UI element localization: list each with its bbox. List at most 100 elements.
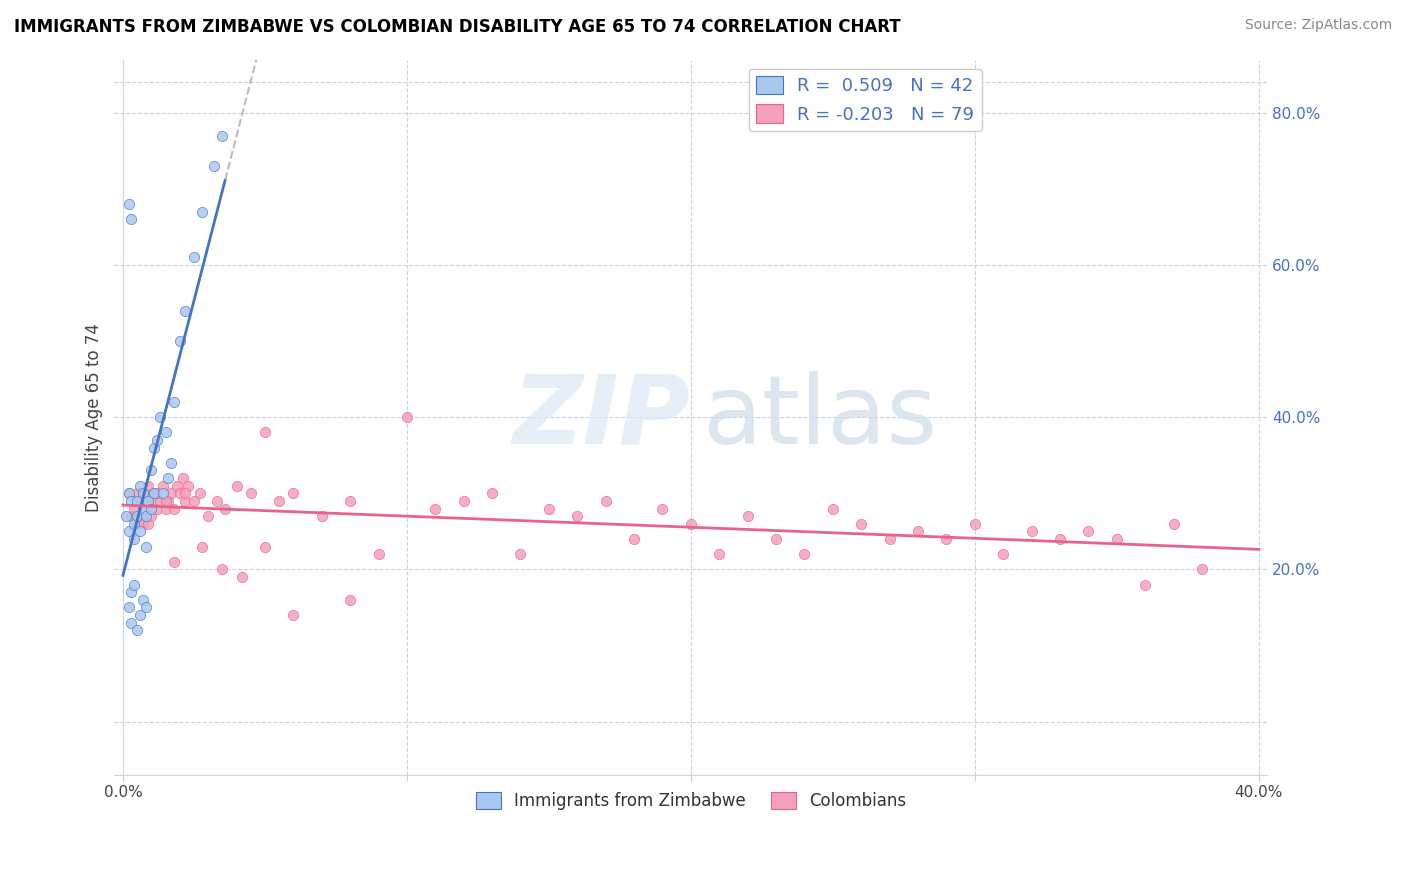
Point xyxy=(132,509,155,524)
Point xyxy=(935,532,957,546)
Point xyxy=(127,494,149,508)
Point xyxy=(225,478,247,492)
Point xyxy=(339,494,361,508)
Point xyxy=(127,509,149,524)
Point xyxy=(509,547,531,561)
Y-axis label: Disability Age 65 to 74: Disability Age 65 to 74 xyxy=(86,323,103,512)
Point xyxy=(1191,562,1213,576)
Point xyxy=(132,486,155,500)
Point xyxy=(1077,524,1099,539)
Point xyxy=(132,486,155,500)
Point xyxy=(205,494,228,508)
Point xyxy=(120,212,142,227)
Point xyxy=(623,532,645,546)
Point xyxy=(155,425,177,440)
Point xyxy=(231,570,253,584)
Point xyxy=(214,501,236,516)
Point xyxy=(851,516,873,531)
Point xyxy=(651,501,673,516)
Point xyxy=(211,562,233,576)
Point xyxy=(211,128,233,143)
Point xyxy=(481,486,503,500)
Point xyxy=(138,494,160,508)
Point xyxy=(152,486,174,500)
Point xyxy=(253,540,276,554)
Point xyxy=(339,592,361,607)
Text: Source: ZipAtlas.com: Source: ZipAtlas.com xyxy=(1244,18,1392,32)
Point xyxy=(135,501,157,516)
Point xyxy=(141,463,163,477)
Point xyxy=(120,494,142,508)
Point xyxy=(149,410,172,425)
Point xyxy=(114,509,136,524)
Point xyxy=(157,471,180,485)
Point xyxy=(135,540,157,554)
Point xyxy=(141,509,163,524)
Point xyxy=(124,516,146,531)
Point xyxy=(907,524,929,539)
Point xyxy=(174,494,197,508)
Point xyxy=(283,607,305,622)
Point xyxy=(169,486,191,500)
Point xyxy=(117,197,139,211)
Point xyxy=(127,516,149,531)
Point xyxy=(191,540,214,554)
Point xyxy=(174,486,197,500)
Point xyxy=(129,524,152,539)
Point xyxy=(595,494,617,508)
Point xyxy=(143,486,166,500)
Point xyxy=(157,494,180,508)
Point xyxy=(709,547,731,561)
Point xyxy=(679,516,702,531)
Point xyxy=(120,509,142,524)
Point xyxy=(117,486,139,500)
Point xyxy=(453,494,475,508)
Point xyxy=(1105,532,1128,546)
Point xyxy=(127,486,149,500)
Point xyxy=(135,600,157,615)
Point xyxy=(146,433,169,447)
Point xyxy=(138,478,160,492)
Point xyxy=(765,532,787,546)
Point xyxy=(146,501,169,516)
Point xyxy=(1049,532,1071,546)
Point xyxy=(163,501,186,516)
Point xyxy=(132,592,155,607)
Point xyxy=(155,501,177,516)
Point xyxy=(191,204,214,219)
Point xyxy=(124,501,146,516)
Point xyxy=(537,501,560,516)
Legend: Immigrants from Zimbabwe, Colombians: Immigrants from Zimbabwe, Colombians xyxy=(470,785,912,816)
Point xyxy=(143,441,166,455)
Point xyxy=(143,486,166,500)
Point xyxy=(117,524,139,539)
Point xyxy=(141,494,163,508)
Point xyxy=(395,410,418,425)
Point xyxy=(737,509,759,524)
Point xyxy=(1021,524,1043,539)
Point xyxy=(183,251,205,265)
Point xyxy=(253,425,276,440)
Point xyxy=(120,585,142,599)
Point xyxy=(124,532,146,546)
Point xyxy=(163,555,186,569)
Point xyxy=(132,501,155,516)
Point xyxy=(166,478,188,492)
Point xyxy=(141,501,163,516)
Point xyxy=(174,303,197,318)
Point xyxy=(120,615,142,630)
Point xyxy=(821,501,844,516)
Point xyxy=(172,471,194,485)
Point xyxy=(183,494,205,508)
Point xyxy=(311,509,333,524)
Point xyxy=(567,509,589,524)
Point xyxy=(138,516,160,531)
Point xyxy=(160,486,183,500)
Text: atlas: atlas xyxy=(703,371,938,464)
Point xyxy=(129,607,152,622)
Point xyxy=(239,486,262,500)
Point xyxy=(202,159,225,173)
Point xyxy=(160,456,183,470)
Point xyxy=(129,494,152,508)
Point xyxy=(1163,516,1185,531)
